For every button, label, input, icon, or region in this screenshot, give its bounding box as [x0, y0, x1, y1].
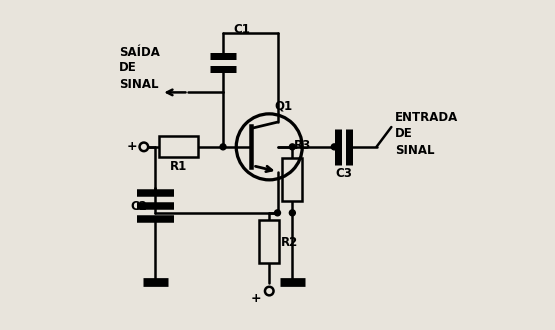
Circle shape: [289, 210, 295, 216]
Text: SAÍDA: SAÍDA: [119, 46, 160, 59]
Text: ENTRADA: ENTRADA: [395, 111, 458, 124]
Text: +: +: [127, 140, 138, 153]
FancyBboxPatch shape: [282, 158, 302, 201]
Text: DE: DE: [395, 127, 412, 140]
Text: Q1: Q1: [274, 99, 292, 112]
Circle shape: [265, 287, 274, 295]
Circle shape: [275, 210, 280, 216]
Circle shape: [139, 143, 148, 151]
FancyBboxPatch shape: [259, 220, 279, 263]
Text: R2: R2: [281, 236, 298, 249]
FancyBboxPatch shape: [159, 136, 198, 157]
Circle shape: [220, 144, 226, 150]
Text: SINAL: SINAL: [395, 144, 434, 157]
Text: DE: DE: [119, 61, 137, 74]
Text: +: +: [251, 292, 261, 305]
Text: C3: C3: [335, 167, 352, 180]
Text: C2: C2: [130, 200, 148, 213]
Text: C1: C1: [233, 23, 250, 36]
Text: R1: R1: [170, 160, 187, 173]
Text: R3: R3: [294, 139, 311, 152]
Circle shape: [289, 144, 295, 150]
Text: SINAL: SINAL: [119, 78, 159, 91]
Circle shape: [331, 144, 337, 150]
